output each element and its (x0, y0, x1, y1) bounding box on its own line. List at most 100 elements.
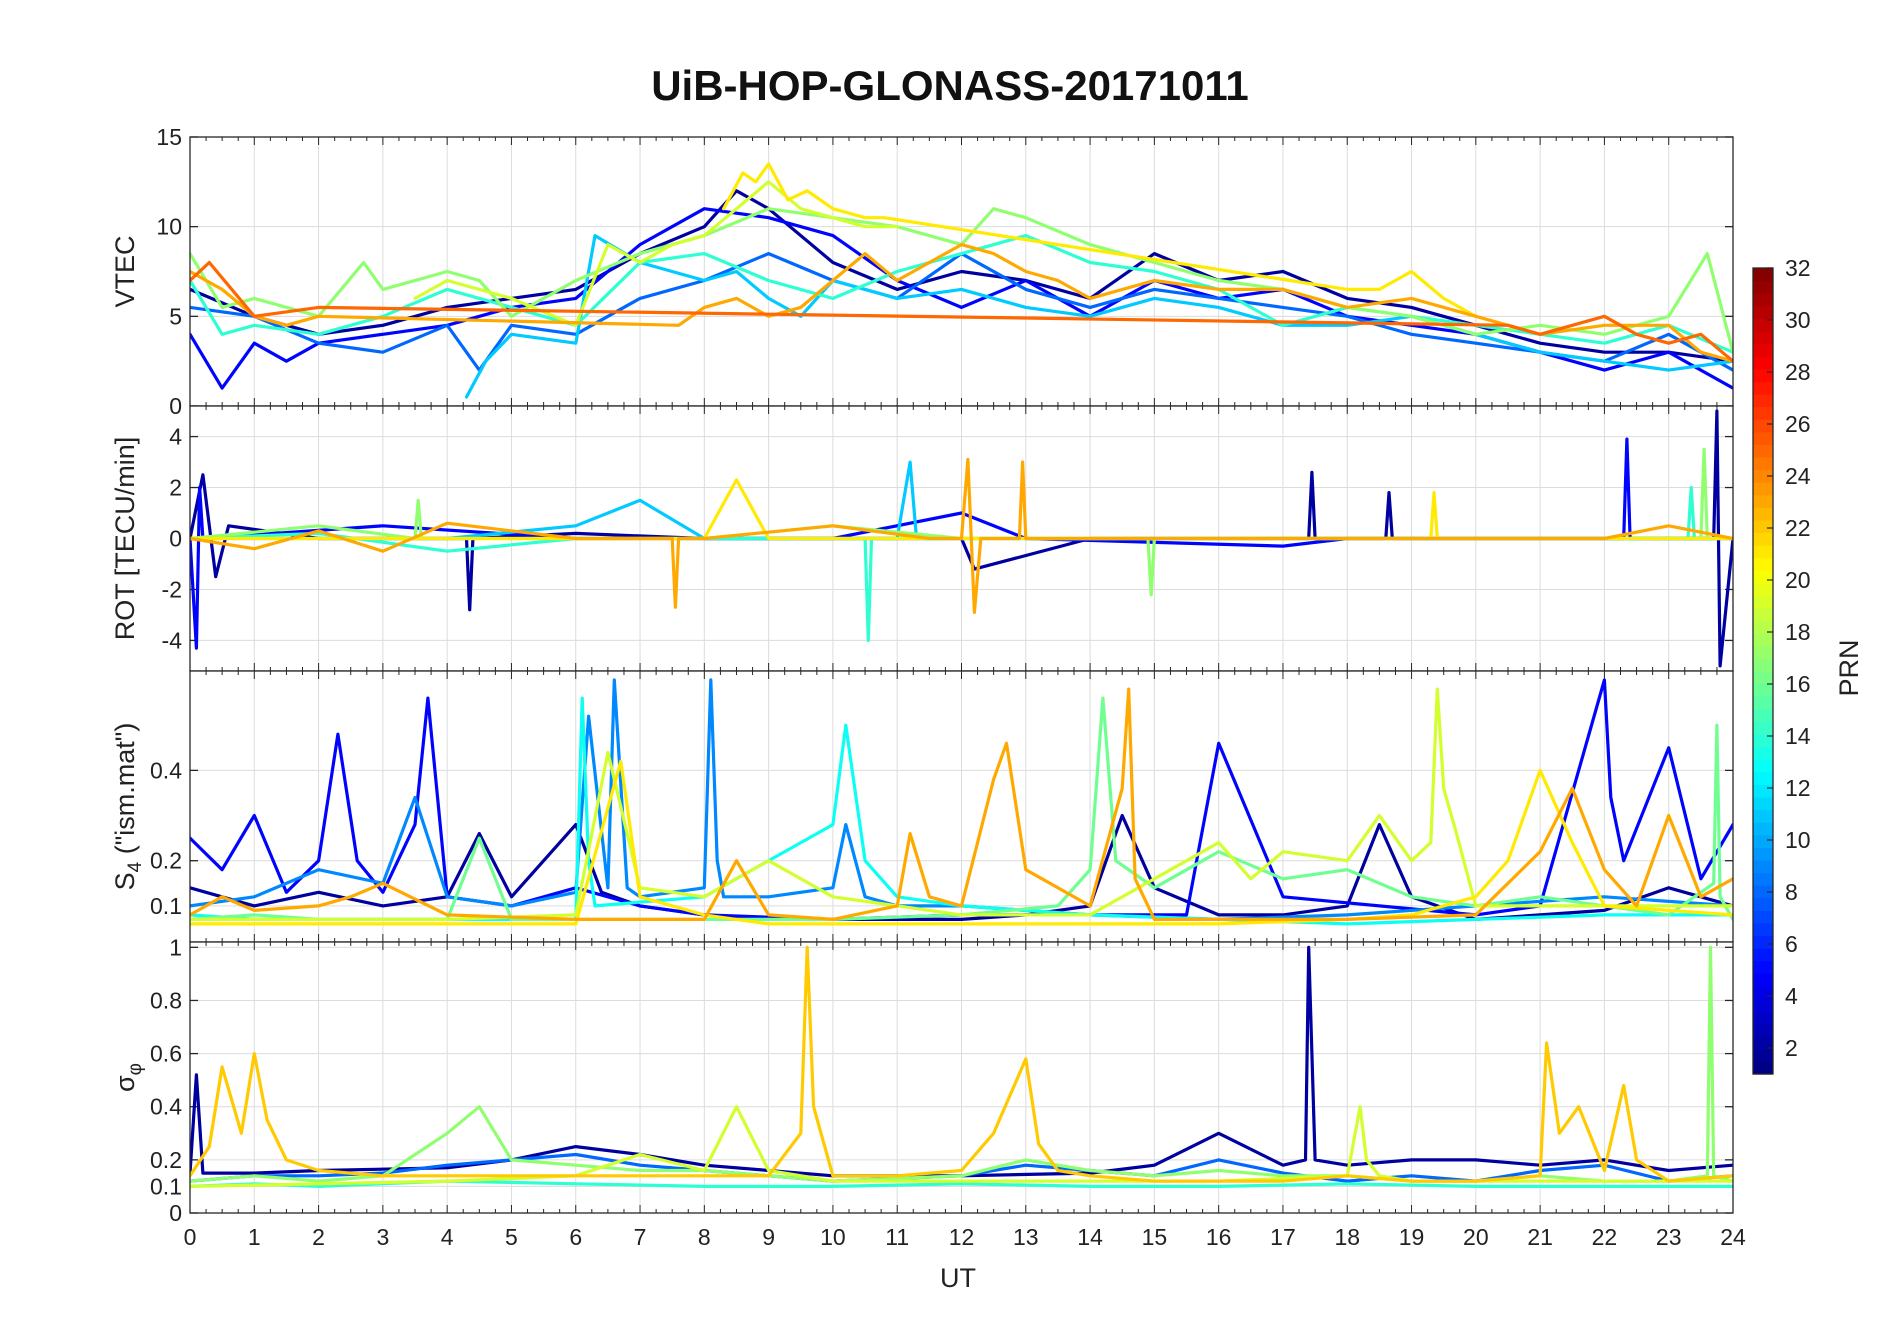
y-tick-label: 0.6 (150, 1041, 182, 1067)
y-axis-label-vtec: VTEC (110, 235, 140, 307)
colorbar-segment (1753, 305, 1773, 319)
colorbar-segment (1753, 532, 1773, 546)
colorbar-label: PRN (1834, 639, 1864, 696)
colorbar-segment (1753, 658, 1773, 672)
colorbar-segment (1753, 595, 1773, 609)
colorbar-tick-label: 22 (1785, 515, 1811, 541)
y-tick-label: 1 (169, 934, 182, 960)
series-group (190, 162, 1733, 399)
colorbar-segment (1753, 910, 1773, 924)
y-tick-label: -2 (162, 576, 182, 602)
colorbar-segment (1753, 796, 1773, 811)
series-group (190, 945, 1733, 1189)
x-tick-label: 20 (1463, 1224, 1489, 1250)
series-prn-2 (190, 945, 1733, 1178)
colorbar-segment (1753, 872, 1773, 886)
panel-rot: -4 -2 0 2 4 ROT [TECU/min] (110, 405, 1734, 672)
colorbar-tick-label: 30 (1785, 307, 1811, 333)
y-tick-label: 0.1 (150, 1173, 182, 1199)
colorbar-segment (1753, 1011, 1773, 1025)
colorbar-segment (1753, 671, 1773, 685)
colorbar-tick-label: 20 (1785, 567, 1811, 593)
y-tick-label: 10 (156, 214, 182, 240)
colorbar-segment (1753, 859, 1773, 874)
y-axis-label-rot: ROT [TECU/min] (110, 437, 140, 641)
colorbar-segment (1753, 985, 1773, 1000)
x-tick-label: 19 (1399, 1224, 1425, 1250)
chart-title: UiB-HOP-GLONASS-20171011 (651, 62, 1249, 109)
colorbar-segment (1753, 784, 1773, 798)
x-tick-label: 24 (1720, 1224, 1746, 1250)
colorbar-segment (1753, 948, 1773, 962)
colorbar-tick-label: 32 (1785, 255, 1811, 281)
y-tick-label: 0.4 (150, 757, 182, 783)
colorbar-segment (1753, 393, 1773, 408)
colorbar-segment (1753, 620, 1773, 634)
series-prn-25 (190, 260, 1733, 363)
colorbar-segment (1753, 419, 1773, 433)
colorbar-segment (1753, 746, 1773, 760)
y-tick-label: 0.1 (150, 893, 182, 919)
x-tick-label: 8 (698, 1224, 711, 1250)
x-tick-label: 6 (569, 1224, 582, 1250)
x-axis: 0 1 2 3 4 5 6 7 8 9 10 11 12 13 14 15 16 17 18 19 20 21 22 23 24 (184, 1224, 1746, 1250)
colorbar-segment (1753, 998, 1773, 1012)
x-axis-label: UT (940, 1263, 976, 1293)
colorbar-segment (1753, 494, 1773, 508)
y-tick-label: 2 (169, 475, 182, 501)
x-tick-label: 3 (376, 1224, 389, 1250)
y-tick-label: 0 (169, 1200, 182, 1226)
series-group (190, 409, 1733, 668)
colorbar-segment (1753, 293, 1773, 307)
colorbar-segment (1753, 834, 1773, 848)
colorbar-segment (1753, 280, 1773, 294)
panel-vtec: 0 5 10 15 VTEC (110, 124, 1734, 419)
colorbar-segment (1753, 960, 1773, 974)
colorbar-segment (1753, 645, 1773, 660)
x-tick-label: 10 (820, 1224, 846, 1250)
x-tick-label: 21 (1527, 1224, 1553, 1250)
colorbar-segment (1753, 431, 1773, 445)
y-tick-label: 5 (169, 303, 182, 329)
colorbar-segment (1753, 482, 1773, 496)
x-tick-label: 12 (949, 1224, 975, 1250)
x-tick-label: 1 (248, 1224, 261, 1250)
x-tick-label: 2 (312, 1224, 325, 1250)
colorbar-segment (1753, 519, 1773, 534)
series-prn-14 (190, 1179, 1733, 1189)
colorbar-segment (1753, 922, 1773, 937)
colorbar-segment (1753, 330, 1773, 345)
colorbar-tick-label: 24 (1785, 463, 1811, 489)
colorbar-segment (1753, 847, 1773, 861)
series-prn-16 (190, 696, 1733, 922)
colorbar-segment (1753, 721, 1773, 735)
x-tick-label: 13 (1013, 1224, 1039, 1250)
colorbar-tick-label: 8 (1785, 879, 1798, 905)
y-tick-label: 0.2 (150, 1147, 182, 1173)
x-tick-label: 4 (441, 1224, 454, 1250)
colorbar-segment (1753, 771, 1773, 785)
y-tick-label: 4 (169, 424, 182, 450)
colorbar-segment (1753, 897, 1773, 911)
x-tick-label: 0 (184, 1224, 197, 1250)
colorbar-segment (1753, 456, 1773, 471)
y-axis-label-sigma: σφ (110, 1063, 146, 1092)
x-tick-label: 11 (885, 1224, 909, 1250)
x-tick-label: 15 (1142, 1224, 1168, 1250)
colorbar-segment (1753, 582, 1773, 597)
colorbar-segment (1753, 1036, 1773, 1050)
colorbar-segment (1753, 318, 1773, 332)
axes-frame (189, 941, 1734, 1214)
colorbar-segment (1753, 708, 1773, 722)
colorbar-tick-label: 6 (1785, 931, 1798, 957)
colorbar-segment (1753, 683, 1773, 697)
x-tick-label: 5 (505, 1224, 518, 1250)
colorbar-segment (1753, 935, 1773, 949)
y-tick-label: -4 (162, 627, 183, 653)
colorbar-tick-label: 28 (1785, 359, 1811, 385)
colorbar-segment (1753, 759, 1773, 773)
series-group (190, 678, 1733, 926)
colorbar-tick-label: 12 (1785, 775, 1811, 801)
colorbar-segment (1753, 633, 1773, 647)
